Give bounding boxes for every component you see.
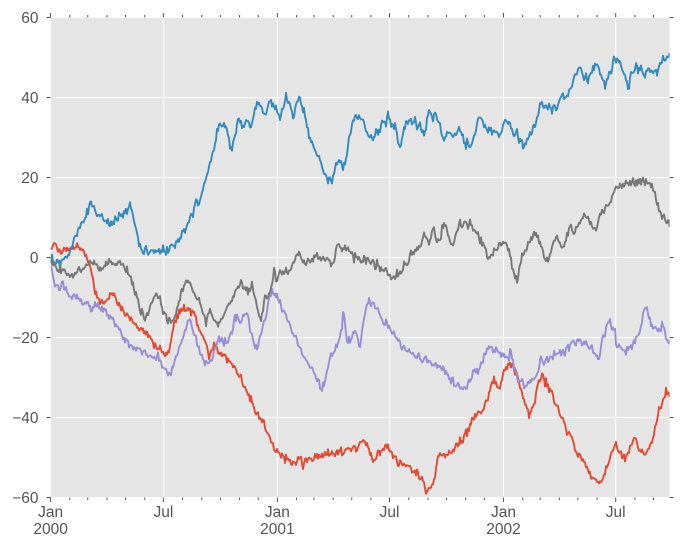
svg-text:Jul: Jul xyxy=(153,504,173,521)
svg-text:Jan: Jan xyxy=(265,504,290,521)
svg-text:−60: −60 xyxy=(12,490,39,507)
svg-text:−20: −20 xyxy=(12,330,39,347)
svg-text:2002: 2002 xyxy=(486,521,520,538)
svg-text:Jan: Jan xyxy=(491,504,516,521)
svg-text:Jan: Jan xyxy=(38,504,63,521)
svg-text:0: 0 xyxy=(30,250,39,267)
svg-text:20: 20 xyxy=(21,170,39,187)
svg-text:−40: −40 xyxy=(12,410,39,427)
svg-text:2001: 2001 xyxy=(260,521,294,538)
svg-text:40: 40 xyxy=(21,90,39,107)
svg-text:Jul: Jul xyxy=(606,504,626,521)
svg-text:Jul: Jul xyxy=(380,504,400,521)
svg-text:60: 60 xyxy=(21,10,39,27)
svg-text:2000: 2000 xyxy=(33,521,68,538)
